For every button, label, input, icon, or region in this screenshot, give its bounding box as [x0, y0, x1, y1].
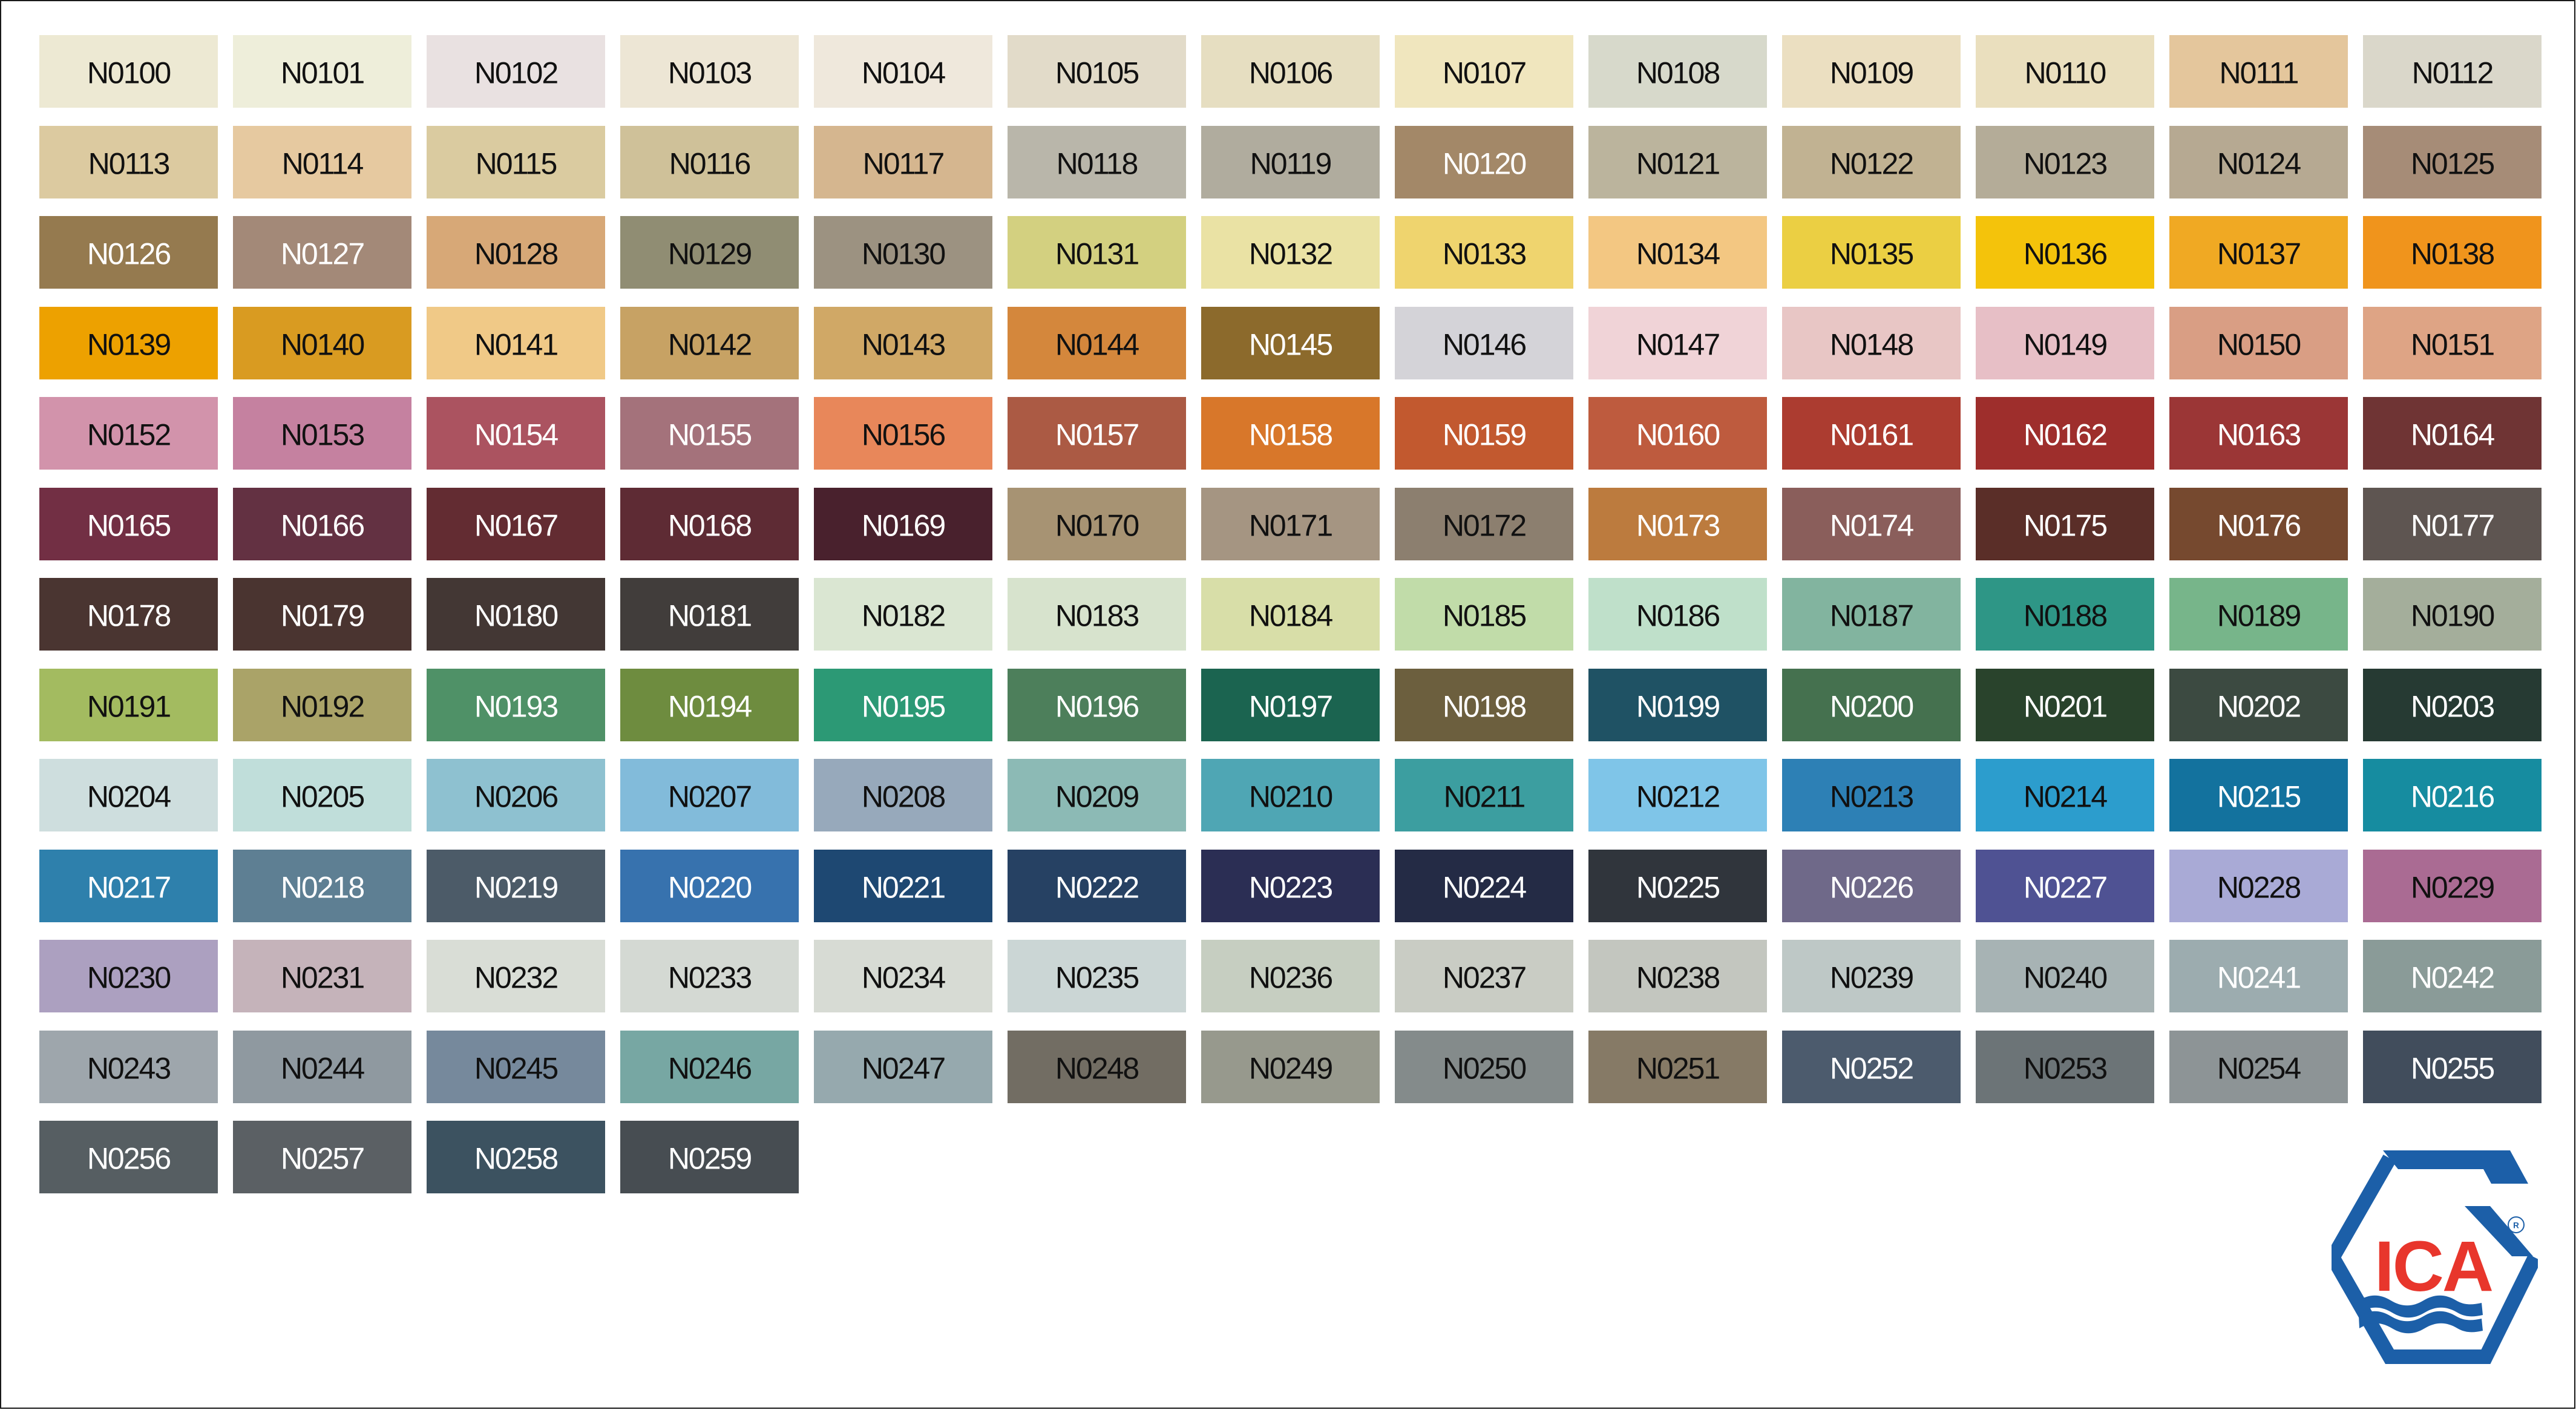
- svg-text:ICA: ICA: [2374, 1227, 2492, 1307]
- svg-text:R: R: [2513, 1221, 2519, 1230]
